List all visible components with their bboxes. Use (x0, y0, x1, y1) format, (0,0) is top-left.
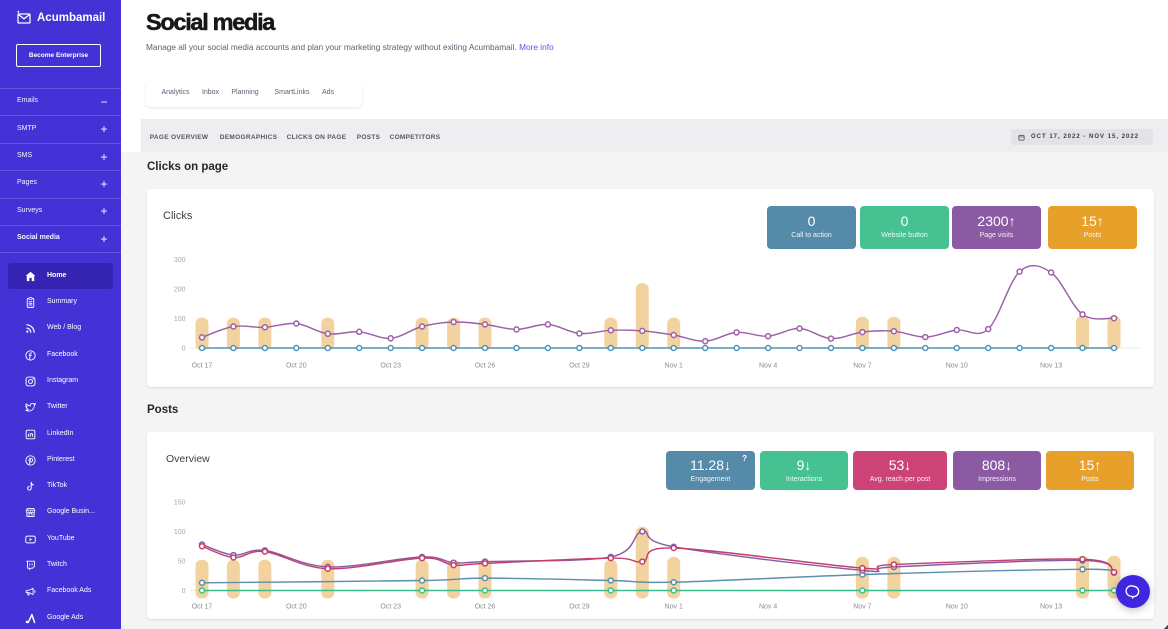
svg-text:Nov 4: Nov 4 (759, 604, 777, 611)
svg-text:Nov 13: Nov 13 (1040, 604, 1062, 611)
svg-text:100: 100 (174, 316, 186, 323)
svg-text:100: 100 (174, 529, 186, 536)
svg-text:Oct 23: Oct 23 (380, 363, 401, 370)
svg-text:Oct 29: Oct 29 (569, 363, 590, 370)
svg-text:Oct 29: Oct 29 (569, 604, 590, 611)
svg-text:0: 0 (182, 588, 186, 595)
svg-text:Oct 20: Oct 20 (286, 363, 307, 370)
svg-text:Oct 23: Oct 23 (380, 604, 401, 611)
svg-text:Oct 17: Oct 17 (192, 604, 213, 611)
svg-text:Nov 1: Nov 1 (665, 363, 683, 370)
svg-text:Oct 17: Oct 17 (192, 363, 213, 370)
svg-text:300: 300 (174, 257, 186, 264)
svg-text:Oct 26: Oct 26 (475, 604, 496, 611)
svg-text:Oct 26: Oct 26 (475, 363, 496, 370)
svg-text:Nov 10: Nov 10 (946, 363, 968, 370)
svg-text:200: 200 (174, 287, 186, 294)
svg-text:Oct 20: Oct 20 (286, 604, 307, 611)
svg-text:Nov 4: Nov 4 (759, 363, 777, 370)
svg-text:0: 0 (182, 346, 186, 353)
svg-text:Nov 7: Nov 7 (853, 363, 871, 370)
svg-text:50: 50 (178, 559, 186, 566)
svg-text:Nov 13: Nov 13 (1040, 363, 1062, 370)
svg-text:Nov 7: Nov 7 (853, 604, 871, 611)
svg-text:Nov 1: Nov 1 (665, 604, 683, 611)
svg-text:150: 150 (174, 500, 186, 507)
svg-text:Nov 10: Nov 10 (946, 604, 968, 611)
